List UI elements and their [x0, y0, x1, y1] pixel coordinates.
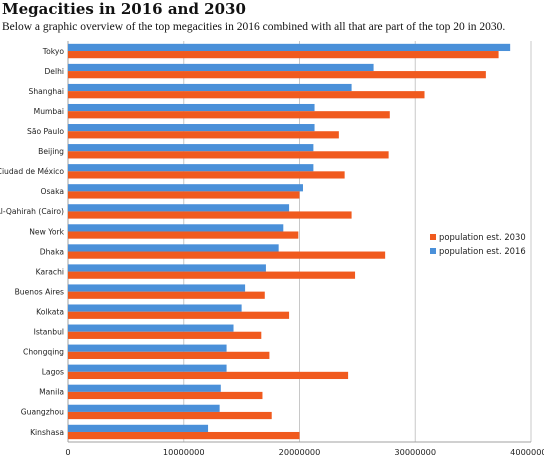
bar-2016: [68, 164, 314, 172]
bar-2030: [68, 151, 389, 159]
category-label: Ciudad de México: [0, 167, 64, 176]
bar-2016: [68, 344, 227, 352]
page-subtitle: Below a graphic overview of the top mega…: [2, 21, 506, 33]
legend-swatch: [430, 234, 436, 240]
bar-2016: [68, 63, 374, 72]
bar-2030: [68, 271, 356, 279]
bar-2016: [68, 103, 315, 112]
category-label: New York: [29, 227, 64, 236]
bar-2016: [68, 424, 209, 432]
bar-2030: [68, 311, 290, 319]
category-labels: Tokyo Delhi Shanghai Mumbai São Paulo Beijing…: [0, 47, 65, 437]
category-label: Al-Qahirah (Cairo): [0, 207, 64, 216]
category-label: São Paulo: [27, 127, 64, 136]
category-label: Karachi: [36, 267, 64, 276]
category-label: Delhi: [44, 67, 64, 76]
x-tick-label: 20000000: [279, 447, 321, 457]
bar-2030: [68, 111, 390, 119]
bar-2030: [68, 91, 425, 99]
bar-2030: [68, 411, 272, 420]
bar-2030: [68, 51, 499, 59]
x-axis-ticks: 0 10000000 20000000 30000000 40000000: [65, 447, 544, 457]
x-tick-label: 40000000: [510, 447, 544, 457]
x-tick-label: 10000000: [163, 447, 205, 457]
bar-2016: [68, 83, 352, 92]
bar-2016: [68, 124, 315, 132]
bar-2030: [68, 331, 262, 339]
x-tick-label: 30000000: [394, 447, 436, 457]
bar-2016: [68, 144, 314, 152]
legend-label: population est. 2016: [439, 246, 526, 256]
bar-2016: [68, 404, 220, 412]
category-label: Lagos: [42, 368, 64, 377]
bar-2016: [68, 204, 290, 212]
bar-2016: [68, 384, 221, 392]
category-label: Mumbai: [34, 107, 64, 116]
category-label: Osaka: [40, 187, 64, 196]
bar-2030: [68, 431, 300, 440]
category-label: Beijing: [38, 147, 64, 156]
bar-2016: [68, 244, 279, 252]
bar-2030: [68, 171, 345, 179]
category-label: Istanbul: [34, 328, 64, 337]
category-label: Kolkata: [36, 307, 64, 316]
bars: [68, 43, 511, 440]
category-label: Tokyo: [42, 47, 65, 56]
bar-2030: [68, 291, 265, 299]
bar-2030: [68, 211, 352, 219]
bar-2030: [68, 351, 270, 359]
bar-2016: [68, 324, 234, 332]
bar-2016: [68, 364, 227, 372]
x-tick-label: 0: [65, 447, 70, 457]
category-label: Kinshasa: [30, 428, 64, 437]
legend-swatch: [430, 248, 436, 254]
bar-2030: [68, 191, 300, 199]
bar-2016: [68, 264, 266, 272]
bar-2016: [68, 224, 284, 232]
category-label: Chongqing: [23, 348, 64, 357]
legend: population est. 2030 population est. 2016: [430, 232, 526, 256]
category-label: Guangzhou: [21, 408, 64, 417]
bar-2016: [68, 43, 511, 52]
category-label: Shanghai: [29, 87, 65, 96]
page-title: Megacities in 2016 and 2030: [2, 0, 246, 18]
category-label: Buenos Aires: [15, 287, 64, 296]
bar-2030: [68, 371, 349, 380]
bar-2030: [68, 131, 339, 139]
bar-2030: [68, 391, 263, 400]
bar-2016: [68, 304, 242, 312]
category-label: Dhaka: [40, 247, 64, 256]
bar-2016: [68, 284, 246, 292]
legend-label: population est. 2030: [439, 232, 526, 242]
bar-2030: [68, 71, 486, 79]
bar-2016: [68, 184, 303, 192]
bar-2030: [68, 231, 299, 239]
category-label: Manila: [39, 388, 64, 397]
bar-2030: [68, 251, 386, 259]
